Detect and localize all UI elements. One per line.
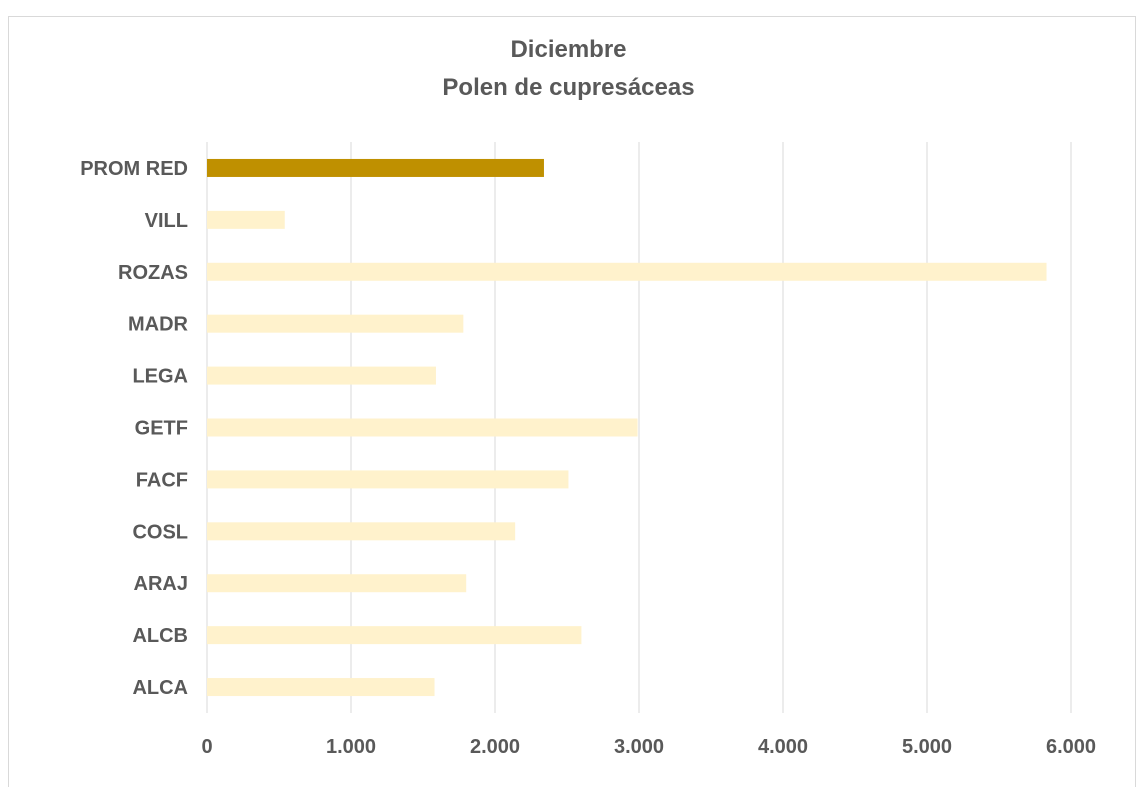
x-tick-labels: 0 1.000 2.000 3.000 4.000 5.000 6.000	[201, 736, 1096, 758]
category-label: GETF	[135, 418, 188, 440]
category-label: MADR	[128, 314, 189, 336]
bar-araj	[207, 574, 467, 593]
bar-getf	[207, 418, 638, 437]
bar-alca	[207, 678, 435, 697]
category-label: VILL	[145, 210, 188, 232]
x-tick-label: 4.000	[758, 736, 808, 758]
bar-facf	[207, 470, 569, 489]
category-labels: ALCA ALCB ARAJ COSL FACF GETF LEGA MADR ROZAS VIL…	[80, 158, 188, 699]
category-label: FACF	[136, 469, 188, 491]
x-tick-label: 1.000	[326, 736, 376, 758]
category-label: ALCB	[132, 625, 188, 647]
bar-vill	[207, 210, 285, 229]
category-label: ROZAS	[118, 262, 188, 284]
bar-cosl	[207, 522, 516, 541]
category-label: ALCA	[132, 677, 188, 699]
x-tick-label: 6.000	[1046, 736, 1096, 758]
x-tick-label: 5.000	[902, 736, 952, 758]
x-tick-label: 0	[201, 736, 212, 758]
x-tick-label: 2.000	[470, 736, 520, 758]
category-label: PROM RED	[80, 158, 188, 180]
chart-subtitle: Polen de cupresáceas	[442, 74, 695, 101]
chart-title: Diciembre	[510, 36, 627, 63]
bar-alcb	[207, 626, 582, 645]
chart-frame	[8, 16, 1136, 787]
bar-rozas	[207, 262, 1047, 281]
category-label: COSL	[132, 521, 188, 543]
bar-lega	[207, 366, 436, 385]
category-label: LEGA	[132, 366, 188, 388]
category-label: ARAJ	[134, 573, 188, 595]
bar-prom-red	[207, 158, 544, 177]
bar-madr	[207, 314, 464, 333]
bars	[207, 158, 1047, 697]
x-tick-label: 3.000	[614, 736, 664, 758]
